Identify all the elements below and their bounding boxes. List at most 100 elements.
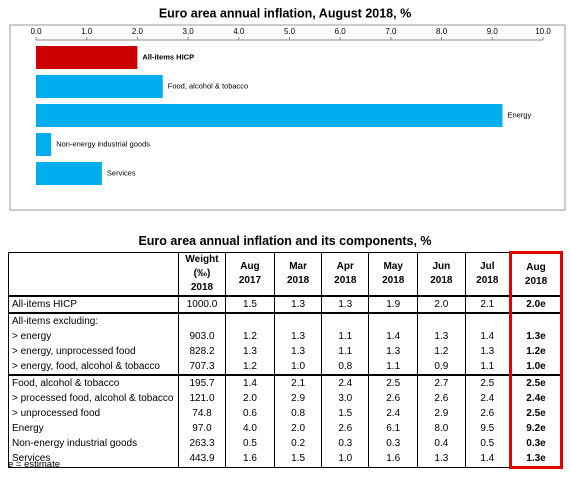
cell [368,312,419,329]
table-row: > unprocessed food 74.8 0.6 0.8 1.5 2.4 2.9 2.6… [8,406,563,421]
bar-label: Services [107,168,136,177]
cell: 2.6 [321,421,370,436]
x-tick-label: 5.0 [284,27,296,36]
cell: 1.6 [225,451,275,468]
x-tick-label: 7.0 [385,27,397,36]
cell: 1.3 [321,295,370,314]
cell: 903.0 [178,329,226,344]
cell: 1.5 [321,406,370,421]
bar-label: Energy [507,110,531,119]
cell: 9.5 [464,421,512,436]
x-tick-label: 2.0 [132,27,144,36]
cell: 1.3 [417,329,466,344]
cell: 1.0 [321,451,370,468]
table-header: Weight (‰) 2018 Aug 2017 Mar 2018 Apr 2018 M… [8,251,563,297]
cell: 2.6 [368,391,419,406]
cell: 0.3e [509,436,563,451]
cell: 0.2 [273,436,323,451]
x-tick-label: 0.0 [30,27,42,36]
bar-label: Food, alcohol & tobacco [168,81,248,90]
bar [36,75,163,98]
cell: 1.3 [368,344,419,359]
cell: 1.1 [321,344,370,359]
cell [464,312,512,329]
table-row: > energy, unprocessed food 828.2 1.3 1.3 1.1… [8,344,563,359]
cell: 1.4 [225,374,275,391]
cell: 1.5 [225,295,275,314]
cell: 1.4 [464,451,512,468]
x-tick-label: 8.0 [436,27,448,36]
cell: 2.5 [464,374,512,391]
header-cell: Weight (‰) 2018 [178,252,226,297]
cell: 1.3 [225,344,275,359]
row-label: All-items excluding: [8,312,179,329]
cell: 1.3 [273,344,323,359]
cell: 2.0 [273,421,323,436]
cell: 2.0 [417,295,466,314]
header-cell: Jul 2018 [464,252,512,297]
x-tick-label: 6.0 [335,27,347,36]
bar [36,162,102,185]
cell: 0.4 [417,436,466,451]
cell [509,312,563,329]
cell [273,312,323,329]
cell: 1.2 [417,344,466,359]
cell: 9.2e [509,421,563,436]
header-cell: Aug 2018 [509,251,563,297]
cell: 1.4 [464,329,512,344]
bar-label: All-items HICP [142,52,194,61]
table-row: Non-energy industrial goods 263.3 0.5 0.2 0.… [8,436,563,451]
cell: 0.5 [464,436,512,451]
cell: 97.0 [178,421,226,436]
cell: 2.1 [464,295,512,314]
x-tick-label: 3.0 [183,27,195,36]
cell: 1.3e [509,329,563,344]
cell: 1.6 [368,451,419,468]
header-cell: May 2018 [368,252,419,297]
row-label: All-items HICP [8,295,179,314]
table: Weight (‰) 2018 Aug 2017 Mar 2018 Apr 2018 M… [8,251,563,469]
header-cell [8,252,179,297]
cell: 0.5 [225,436,275,451]
table-row: > energy, food, alcohol & tobacco 707.3 1.… [8,359,563,376]
cell: 1.2 [225,329,275,344]
cell: 3.0 [321,391,370,406]
row-label: > energy [8,329,179,344]
cell: 1.0e [509,359,563,376]
row-label: Energy [8,421,179,436]
cell: 0.6 [225,406,275,421]
cell: 2.1 [273,374,323,391]
cell: 2.0e [509,295,563,314]
bar [36,46,138,69]
cell: 2.6 [417,391,466,406]
table-row: All-items excluding: [8,312,563,329]
table-title: Euro area annual inflation and its compo… [138,234,432,248]
cell: 2.7 [417,374,466,391]
row-label: > unprocessed food [8,406,179,421]
table-row: > energy 903.0 1.2 1.3 1.1 1.4 1.3 1.4 1.3e [8,329,563,344]
cell: 1.0 [273,359,323,376]
cell: 2.4e [509,391,563,406]
x-tick-label: 1.0 [81,27,93,36]
cell: 1.3 [417,451,466,468]
header-cell: Mar 2018 [273,252,323,297]
row-label: > processed food, alcohol & tobacco [8,391,179,406]
cell: 1.3e [509,451,563,469]
cell: 0.9 [417,359,466,376]
table-section: Food, alcohol & tobacco 195.7 1.4 2.1 2.4 2.5… [8,374,563,469]
cell: 1.2 [225,359,275,376]
cell: 74.8 [178,406,226,421]
row-label: Non-energy industrial goods [8,436,179,451]
x-tick-label: 9.0 [487,27,499,36]
cell: 6.1 [368,421,419,436]
cell: 1.1 [368,359,419,376]
row-label: > energy, food, alcohol & tobacco [8,359,179,376]
table-row: All-items HICP 1000.0 1.5 1.3 1.3 1.9 2.0 2.1 2.… [8,295,563,314]
cell [417,312,466,329]
cell: 0.3 [368,436,419,451]
cell [321,312,370,329]
bar-label: Non-energy industrial goods [56,139,150,148]
cell: 2.9 [417,406,466,421]
cell: 1.1 [321,329,370,344]
row-label: Food, alcohol & tobacco [8,374,179,391]
